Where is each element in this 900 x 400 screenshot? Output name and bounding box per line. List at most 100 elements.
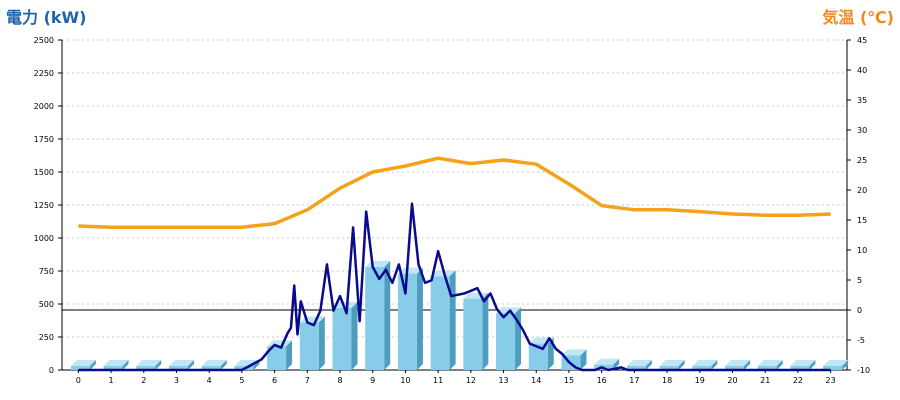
bar-side [515,307,522,370]
bar-top [136,360,162,366]
x-tick-label: 11 [433,376,443,385]
bar-side [744,360,751,370]
bar-side [220,360,227,370]
left-tick-label: 2500 [34,36,54,45]
x-tick-label: 15 [564,376,574,385]
temperature-line [78,156,831,229]
bar-top [70,360,96,366]
x-tick-label: 16 [597,376,607,385]
bar-side [547,337,554,370]
bar-side [286,340,293,370]
bar-side [580,349,587,370]
x-tick-label: 22 [793,376,803,385]
bar [365,267,385,370]
x-tick-label: 4 [207,376,212,385]
x-tick-label: 9 [370,376,375,385]
right-tick-label: 0 [857,306,862,315]
bar-side [678,360,685,370]
bar-side [842,360,849,370]
bar-side [351,301,358,370]
x-tick-label: 23 [826,376,836,385]
bar-top [659,360,685,366]
right-tick-label: 40 [857,66,867,75]
x-tick-label: 19 [695,376,705,385]
left-tick-label: 1250 [34,201,54,210]
bar-top [168,360,194,366]
bar-top [790,360,816,366]
bar [299,322,319,370]
x-tick-label: 2 [141,376,146,385]
bar [725,366,745,370]
left-tick-label: 1750 [34,135,54,144]
left-tick-label: 1500 [34,168,54,177]
left-tick-label: 1000 [34,234,54,243]
bar [201,366,221,370]
bar [136,366,156,370]
x-tick-label: 3 [174,376,179,385]
left-tick-label: 750 [39,267,54,276]
bar-top [397,267,423,274]
bar-side [122,360,129,370]
bar-side [187,360,194,370]
bar [267,346,287,370]
right-tick-label: 25 [857,156,867,165]
right-tick-label: 30 [857,126,867,135]
left-tick-label: 0 [49,366,54,375]
bar-side [155,360,162,370]
bar-top [626,360,652,366]
bar [463,298,483,370]
bar-top [594,358,620,365]
bar [692,366,712,370]
bar-side [89,360,96,370]
left-tick-label: 250 [39,333,54,342]
x-tick-label: 5 [239,376,244,385]
bar-top [725,360,751,366]
x-tick-label: 10 [400,376,410,385]
right-tick-label: 20 [857,186,867,195]
bar [430,276,450,370]
x-tick-label: 20 [727,376,737,385]
bar [823,366,843,370]
x-tick-label: 18 [662,376,672,385]
bar-side [809,360,816,370]
x-tick-label: 8 [337,376,342,385]
bar-top [496,307,522,314]
x-tick-label: 12 [466,376,476,385]
x-tick-label: 1 [109,376,114,385]
x-tick-label: 7 [305,376,310,385]
power-line [78,202,831,372]
bar-side [613,358,620,370]
bar-side [416,267,423,370]
x-tick-label: 21 [760,376,770,385]
bar-top [823,360,849,366]
bar [626,366,646,370]
bar [168,366,188,370]
bar-side [711,360,718,370]
x-tick-label: 6 [272,376,277,385]
bar-top [103,360,129,366]
x-tick-label: 13 [498,376,508,385]
bar [659,366,679,370]
bar [332,307,352,370]
bar [528,343,548,370]
bar-side [318,316,325,370]
bar-side [482,292,489,370]
right-tick-label: -10 [857,366,870,375]
right-tick-label: -5 [857,336,865,345]
right-tick-label: 45 [857,36,867,45]
right-tick-label: 15 [857,216,867,225]
right-tick-label: 10 [857,246,867,255]
left-tick-label: 2000 [34,102,54,111]
bar-side [776,360,783,370]
right-tick-label: 5 [857,276,862,285]
x-tick-label: 17 [629,376,639,385]
bar-side [449,270,456,370]
bar [103,366,123,370]
right-axis-title: 気温 (℃) [822,8,894,27]
x-tick-label: 14 [531,376,541,385]
x-tick-label: 0 [76,376,81,385]
bar [397,273,417,370]
left-tick-label: 2250 [34,69,54,78]
bar [790,366,810,370]
